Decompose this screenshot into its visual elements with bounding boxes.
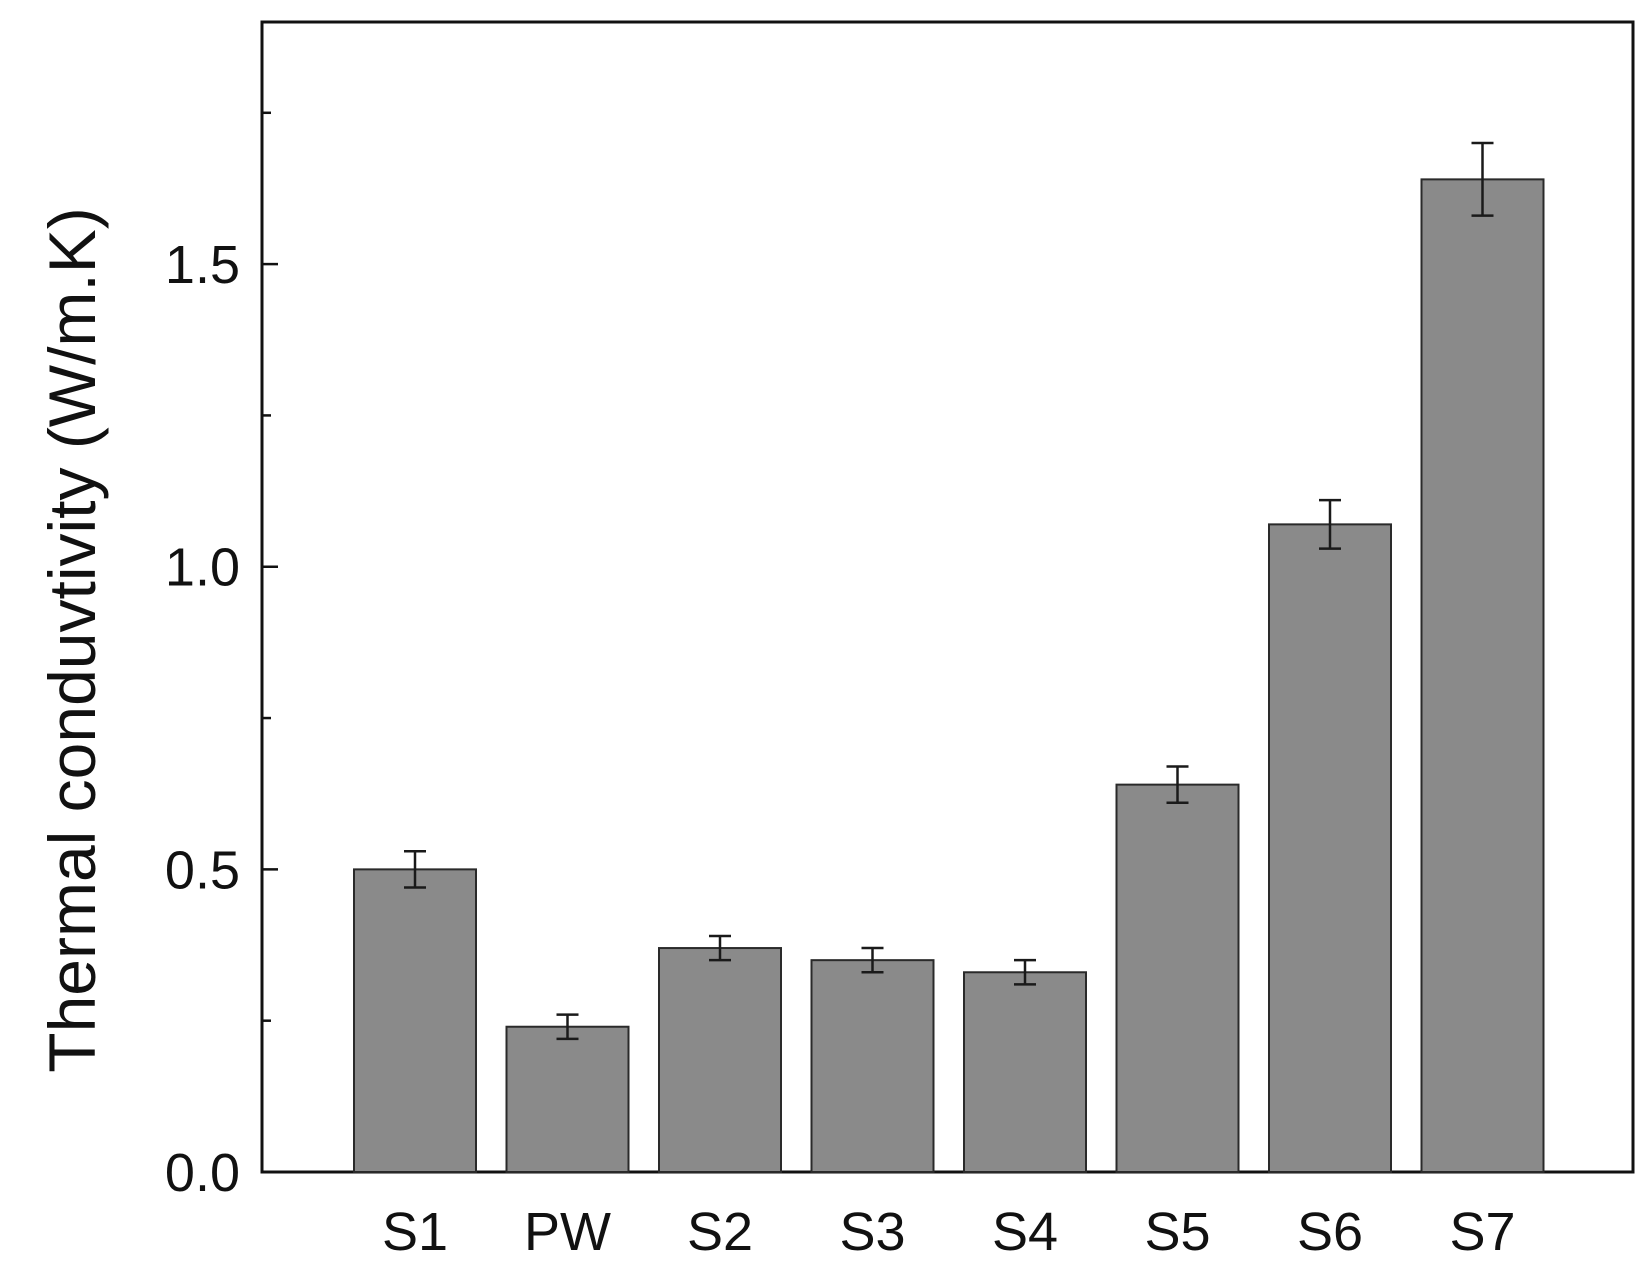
x-tick-label-pw: PW [524,1202,611,1262]
y-axis-title: Thermal conduvtivity (W/m.K) [35,207,109,1072]
error-bar-s7 [1471,141,1494,217]
bar-s6 [1268,523,1392,1173]
y-tick-label: 0.5 [165,840,240,900]
error-bar-s3 [861,946,884,974]
x-tick-label-s3: S3 [839,1202,905,1262]
x-tick-label-s1: S1 [382,1202,448,1262]
y-tick-label: 0.0 [165,1143,240,1203]
bar-s3 [810,959,935,1173]
error-bar-s5 [1166,765,1189,805]
plot-area [260,20,1635,1174]
error-bar-s4 [1014,958,1036,986]
error-bar-s6 [1319,498,1341,550]
bars-group [353,178,1545,1174]
plot-frame [260,20,1635,1174]
bar-s1 [353,868,477,1173]
y-axis: 0.0 0.5 1.0 1.5 [165,111,278,1203]
bar-pw [505,1025,630,1173]
bar-s2 [658,947,782,1173]
error-bar-s2 [709,934,731,962]
x-tick-label-s6: S6 [1297,1202,1363,1262]
bar-s5 [1115,783,1240,1173]
x-tick-label-s4: S4 [992,1202,1058,1262]
x-tick-label-s5: S5 [1144,1202,1210,1262]
x-tick-label-s7: S7 [1449,1202,1515,1262]
bar-s7 [1420,178,1545,1174]
error-bars-group [404,141,1494,1041]
y-tick-label: 1.5 [165,235,240,295]
x-tick-label-s2: S2 [687,1202,753,1262]
error-bar-pw [556,1013,579,1041]
y-tick-label: 1.0 [165,538,240,598]
error-bar-s1 [404,849,426,889]
x-axis: S1 PW S2 S3 S4 S5 S6 S7 [382,1202,1516,1262]
bar-s4 [963,971,1087,1174]
